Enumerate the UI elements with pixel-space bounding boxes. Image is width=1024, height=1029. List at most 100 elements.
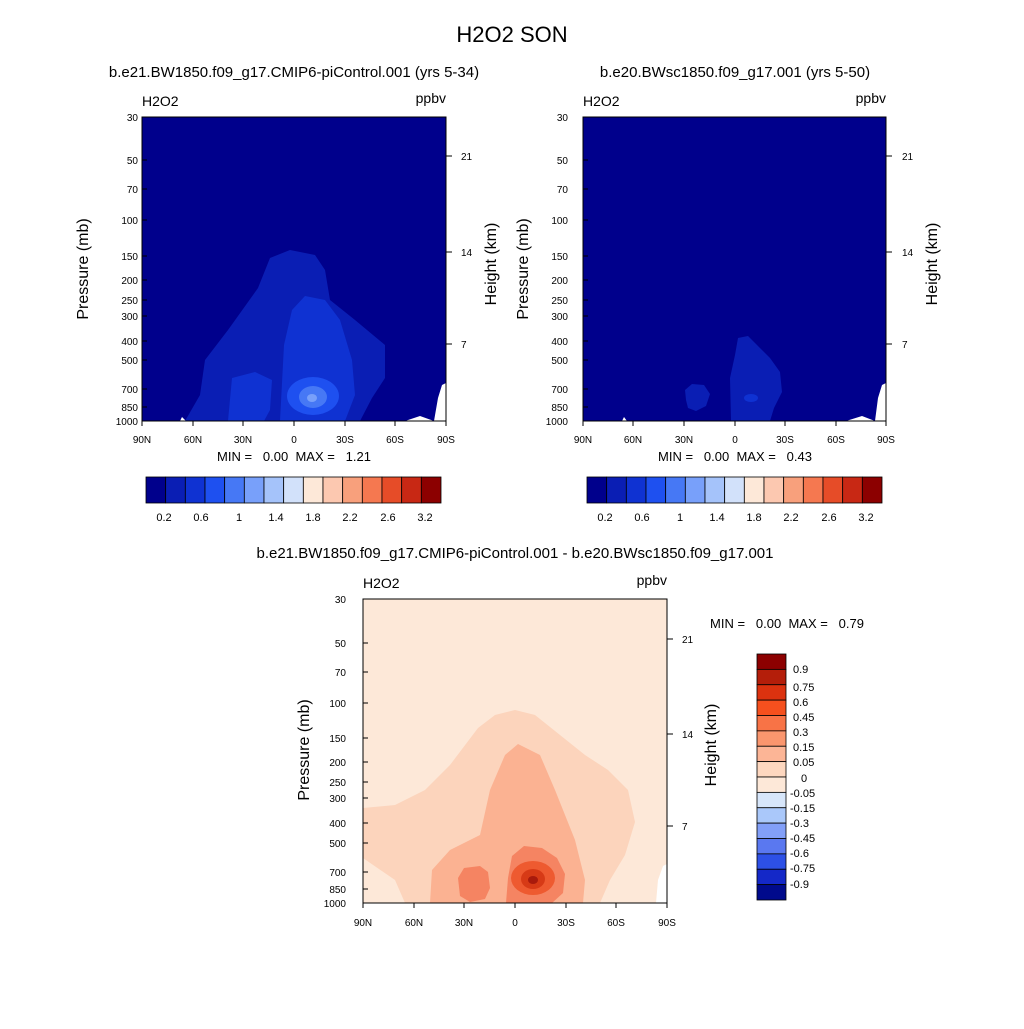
y-tick-label: 1000	[324, 899, 347, 910]
y-axis-title-height: Height (km)	[483, 223, 500, 306]
colorbar-label: 2.2	[342, 512, 357, 524]
colorbar-labels: 0.2 0.6 1 1.4 1.8 2.2 2.6 3.2	[156, 512, 432, 524]
x-tick-label: 60N	[405, 918, 423, 929]
y-tick-label: 400	[551, 337, 568, 348]
colorbar-swatch	[704, 476, 726, 504]
colorbar-label: 1.8	[305, 512, 320, 524]
colorbar-swatch	[842, 476, 863, 504]
colorbar-swatch	[822, 476, 844, 504]
units-label: ppbv	[637, 572, 667, 588]
colorbar-label: 3.2	[417, 512, 432, 524]
panel-title: b.e21.BW1850.f09_g17.CMIP6-piControl.001…	[256, 545, 773, 562]
colorbar-swatch	[756, 791, 787, 809]
colorbar-label: -0.45	[790, 833, 815, 845]
y-axis-height: 21 14 7	[667, 635, 694, 833]
colorbar	[756, 653, 787, 901]
colorbar-swatch	[756, 699, 787, 716]
colorbar-swatch	[756, 761, 787, 778]
colorbar-swatch	[763, 476, 785, 504]
y-tick-label: 50	[557, 156, 569, 167]
colorbar-swatch	[756, 868, 787, 886]
x-tick-label: 30N	[675, 435, 693, 446]
height-tick-label: 21	[682, 635, 694, 646]
y-tick-label: 200	[121, 276, 138, 287]
colorbar-swatch	[756, 838, 787, 855]
colorbar-swatch	[361, 476, 383, 504]
min-max-stats: MIN = 0.00 MAX = 0.43	[658, 449, 812, 464]
x-tick-label: 30S	[336, 435, 354, 446]
contour-field	[142, 117, 446, 421]
variable-label: H2O2	[363, 575, 400, 591]
y-tick-label: 100	[121, 216, 138, 227]
x-tick-label: 30S	[557, 918, 575, 929]
x-tick-label: 0	[291, 435, 297, 446]
y-tick-label: 70	[127, 185, 139, 196]
height-tick-label: 14	[902, 248, 914, 259]
x-axis-latitude: 90N 60N 30N 0 30S 60S 90S	[574, 421, 895, 446]
colorbar	[586, 476, 883, 504]
colorbar-swatch	[756, 715, 787, 732]
panel-control: b.e21.BW1850.f09_g17.CMIP6-piControl.001…	[75, 64, 500, 524]
colorbar-swatch	[145, 476, 167, 504]
colorbar-label: 1.4	[268, 512, 283, 524]
y-tick-label: 70	[557, 185, 569, 196]
y-tick-label: 200	[329, 758, 346, 769]
y-tick-label: 300	[551, 312, 568, 323]
x-tick-label: 30N	[455, 918, 473, 929]
y-tick-label: 500	[329, 839, 346, 850]
y-tick-label: 100	[329, 699, 346, 710]
colorbar-label: 0.9	[793, 664, 808, 676]
colorbar-label: 2.6	[821, 512, 836, 524]
colorbar-labels: 0.2 0.6 1 1.4 1.8 2.2 2.6 3.2	[597, 512, 873, 524]
y-axis-pressure: 30 50 70 100 150 200 250 300 400 500 700…	[324, 595, 368, 910]
colorbar-swatch	[625, 476, 647, 504]
y-tick-label: 50	[335, 639, 347, 650]
x-tick-label: 90N	[354, 918, 372, 929]
colorbar-swatch	[342, 476, 363, 504]
colorbar-label: -0.3	[790, 818, 809, 830]
contour-level-0.4	[744, 394, 758, 402]
y-tick-label: 70	[335, 668, 347, 679]
y-tick-label: 300	[329, 794, 346, 805]
y-axis-title-height: Height (km)	[703, 704, 720, 787]
x-tick-label: 60S	[386, 435, 404, 446]
colorbar-label: -0.9	[790, 879, 809, 891]
colorbar-swatch	[783, 476, 804, 504]
x-tick-label: 0	[512, 918, 518, 929]
colorbar-swatch	[756, 745, 787, 763]
y-axis-pressure: 30 50 70 100 150 200 250 300 400 500 700…	[116, 113, 147, 428]
y-axis-title-pressure: Pressure (mb)	[75, 218, 92, 319]
y-axis-height: 21 14 7	[886, 152, 914, 351]
panel-title: b.e20.BWsc1850.f09_g17.001 (yrs 5-50)	[600, 64, 870, 81]
y-tick-label: 400	[121, 337, 138, 348]
below-surface-mask	[622, 383, 886, 421]
colorbar-label: 0.45	[793, 712, 814, 724]
contour-level-max	[528, 876, 538, 884]
colorbar-label: 1.8	[746, 512, 761, 524]
colorbar-label: 0.2	[156, 512, 171, 524]
colorbar-swatch	[283, 476, 304, 504]
colorbar-swatch	[665, 476, 686, 504]
x-tick-label: 90S	[877, 435, 895, 446]
x-tick-label: 0	[732, 435, 738, 446]
figure-title: H2O2 SON	[456, 22, 567, 47]
min-max-stats: MIN = 0.00 MAX = 0.79	[710, 616, 864, 631]
contour-field	[363, 599, 667, 903]
contour-field	[583, 117, 886, 421]
colorbar-label: 0	[801, 773, 807, 785]
y-tick-label: 150	[329, 734, 346, 745]
x-tick-label: 60S	[607, 918, 625, 929]
x-tick-label: 90S	[658, 918, 676, 929]
y-axis-title-pressure: Pressure (mb)	[296, 699, 313, 800]
colorbar-swatch	[184, 476, 206, 504]
colorbar-swatch	[420, 476, 442, 504]
y-axis-title-height: Height (km)	[924, 223, 941, 306]
y-tick-label: 30	[127, 113, 139, 124]
colorbar-label: 0.15	[793, 742, 814, 754]
units-label: ppbv	[416, 90, 446, 106]
colorbar-swatch	[724, 476, 745, 504]
height-tick-label: 21	[461, 152, 473, 163]
x-tick-label: 30S	[776, 435, 794, 446]
colorbar-swatch	[243, 476, 265, 504]
y-tick-label: 500	[121, 356, 138, 367]
